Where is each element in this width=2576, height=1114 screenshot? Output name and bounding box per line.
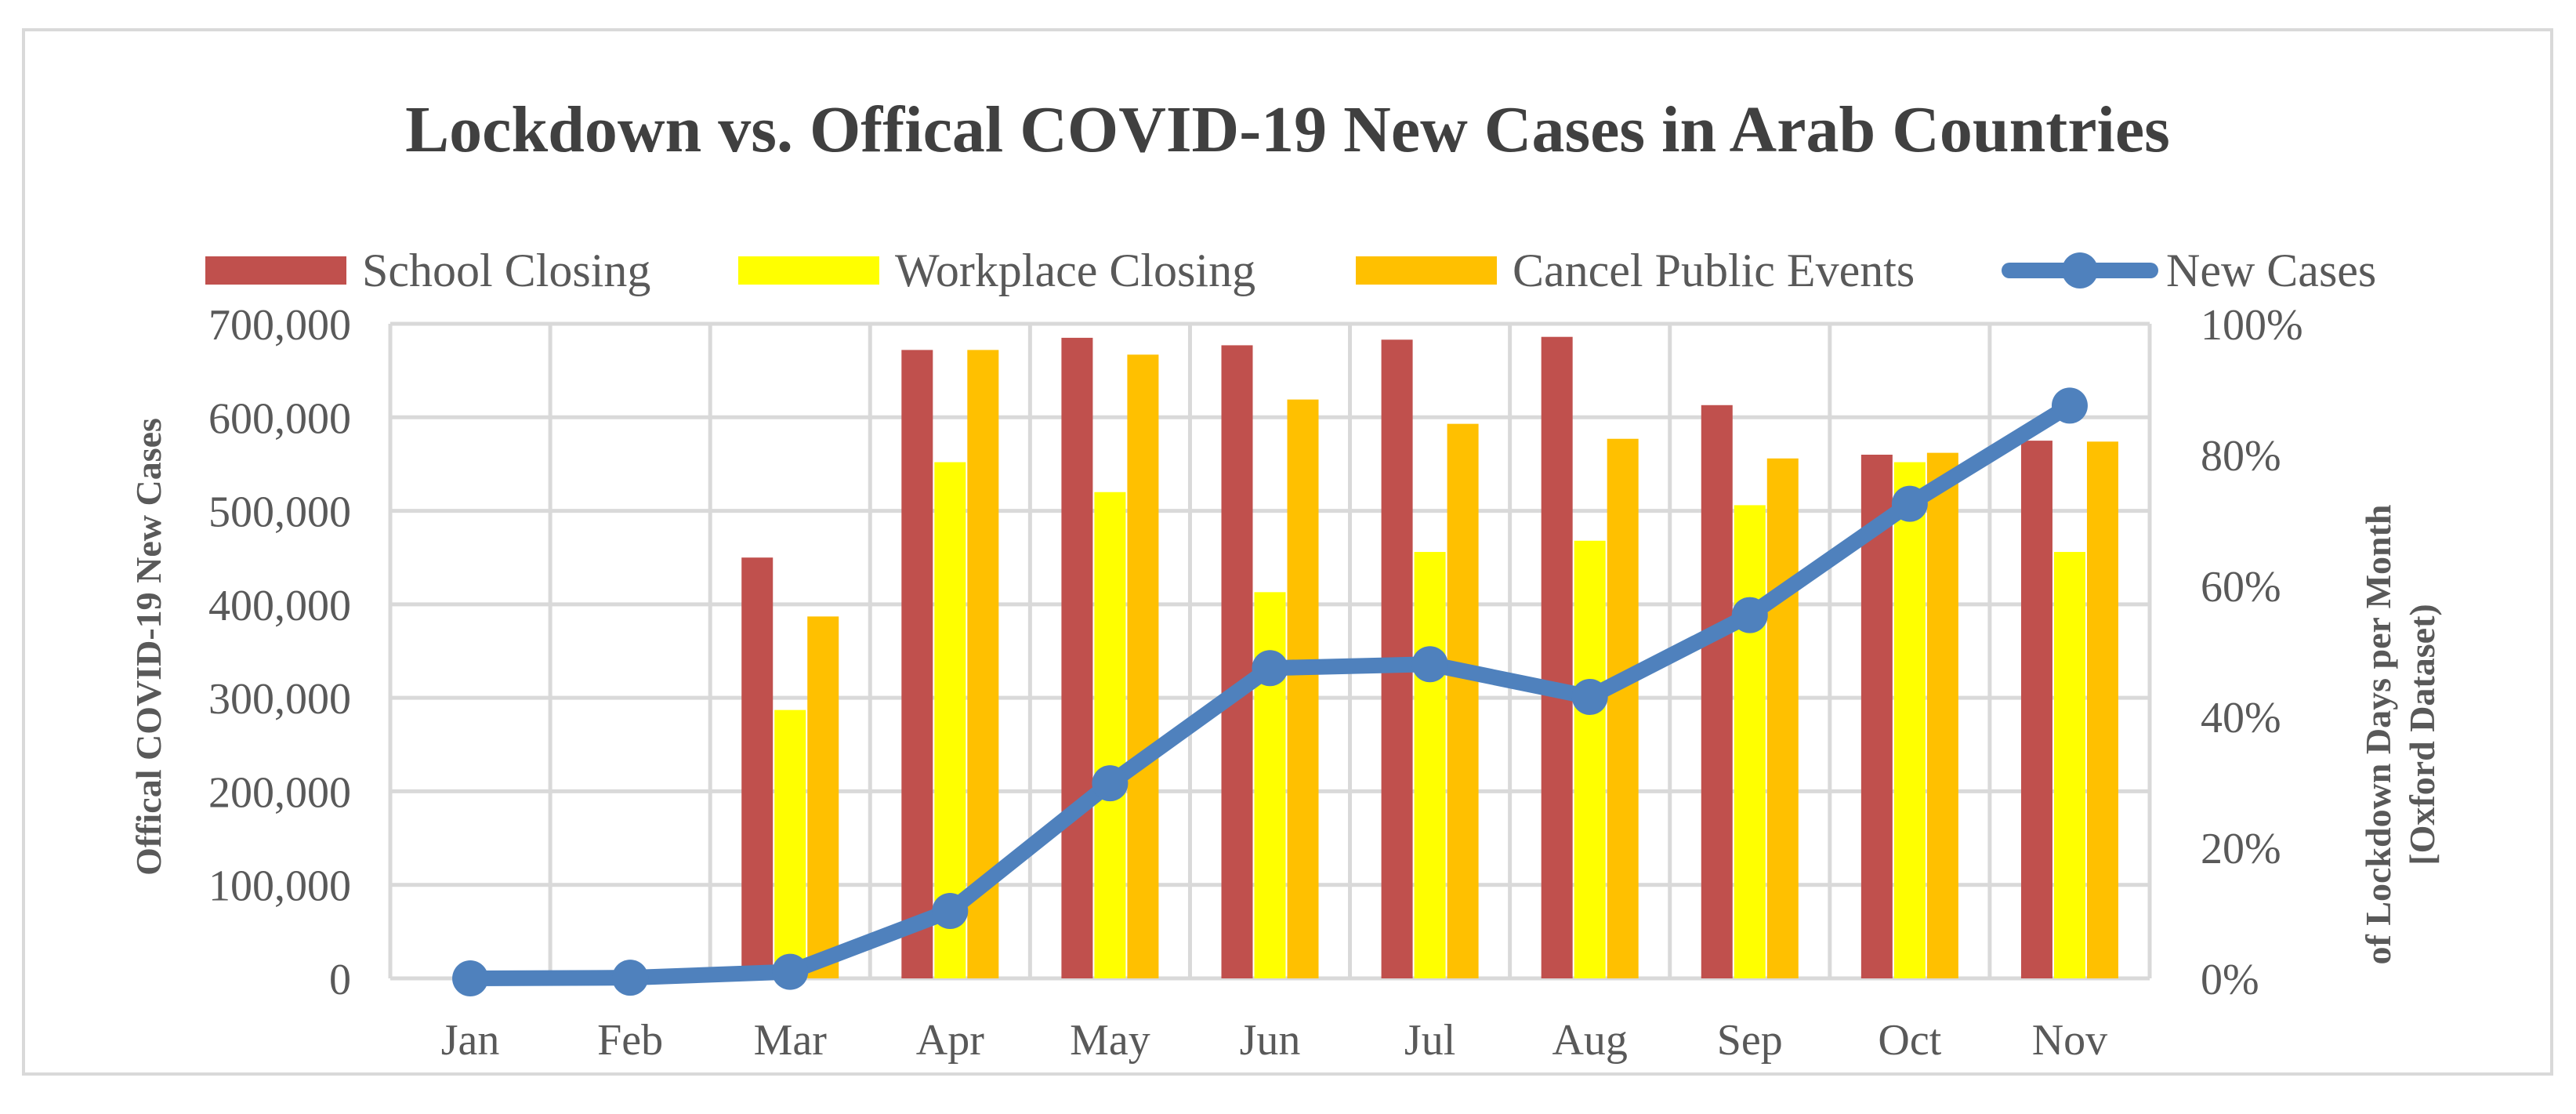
bar-school-closing — [1541, 336, 1573, 978]
bar-workplace-closing — [1094, 492, 1126, 978]
bar-workplace-closing — [1574, 540, 1606, 978]
x-tick-label: Jul — [1404, 1016, 1455, 1065]
y-right-tick-label: 100% — [2201, 301, 2303, 350]
bar-cancel-public-events — [1287, 399, 1319, 978]
bar-workplace-closing — [1414, 552, 1446, 978]
y-right-tick-label: 0% — [2201, 956, 2259, 1004]
legend: School Closing Workplace Closing Cancel Pu… — [205, 245, 2376, 296]
new-cases-point — [1731, 597, 1768, 633]
y-tick-label: 200,000 — [208, 768, 351, 817]
legend-label: School Closing — [362, 245, 650, 296]
gridlines — [388, 321, 2152, 981]
bar-workplace-closing — [2053, 552, 2085, 978]
x-tick-label: Jun — [1240, 1016, 1301, 1065]
bar-cancel-public-events — [1926, 452, 1958, 978]
legend-swatch — [738, 256, 879, 285]
bar-school-closing — [1061, 337, 1093, 979]
bar-cancel-public-events — [2086, 441, 2118, 978]
legend-label: Workplace Closing — [895, 245, 1255, 296]
x-tick-label: Feb — [597, 1016, 663, 1065]
x-tick-label: Aug — [1552, 1016, 1627, 1065]
x-tick-label: Nov — [2032, 1016, 2107, 1065]
bar-school-closing — [2020, 441, 2052, 978]
x-tick-label: Sep — [1717, 1016, 1783, 1065]
new-cases-point — [1891, 485, 1928, 522]
bar-school-closing — [1701, 405, 1733, 978]
bar-school-closing — [1221, 345, 1253, 979]
x-tick-label: Mar — [754, 1016, 828, 1065]
y-axis-left-title: Offical COVID-19 New Cases — [129, 418, 168, 876]
new-cases-line — [452, 387, 2088, 996]
new-cases-point — [772, 953, 809, 990]
bar-workplace-closing — [934, 462, 966, 978]
x-tick-label: May — [1070, 1016, 1150, 1065]
x-tick-label: Apr — [916, 1016, 984, 1065]
new-cases-point — [1252, 650, 1288, 687]
y-tick-label: 700,000 — [208, 301, 351, 350]
new-cases-point — [1571, 678, 1608, 715]
bar-cancel-public-events — [1766, 458, 1799, 978]
tick-labels: 0 100,000 200,000 300,000 400,000 500,000 600,… — [208, 301, 2303, 1065]
bar-school-closing — [901, 350, 933, 978]
bar-workplace-closing — [1734, 505, 1766, 978]
new-cases-point — [452, 960, 489, 996]
chart-title: Lockdown vs. Offical COVID-19 New Cases … — [405, 93, 2170, 166]
legend-label: Cancel Public Events — [1513, 245, 1915, 296]
bar-school-closing — [741, 557, 774, 978]
bar-cancel-public-events — [1127, 354, 1159, 979]
bar-cancel-public-events — [807, 616, 839, 978]
new-cases-point — [612, 960, 649, 996]
bar-workplace-closing — [1893, 462, 1926, 978]
y-axis-right-title: of Lockdown Days per Month [Oxford Datase… — [2358, 505, 2442, 965]
y-right-tick-label: 80% — [2201, 432, 2281, 481]
bar-cancel-public-events — [1607, 438, 1639, 978]
y-tick-label: 100,000 — [208, 862, 351, 911]
x-tick-label: Oct — [1878, 1016, 1941, 1065]
new-cases-point — [932, 892, 969, 929]
y-tick-label: 300,000 — [208, 675, 351, 724]
legend-marker — [2062, 252, 2098, 288]
y-right-tick-label: 60% — [2201, 563, 2281, 611]
legend-label: New Cases — [2166, 245, 2376, 296]
y-tick-label: 0 — [329, 956, 351, 1004]
bar-cancel-public-events — [1447, 423, 1479, 978]
x-tick-label: Jan — [441, 1016, 500, 1065]
y-tick-label: 400,000 — [208, 582, 351, 630]
new-cases-point — [1411, 646, 1448, 683]
y-tick-label: 600,000 — [208, 394, 351, 443]
bar-workplace-closing — [774, 709, 806, 978]
legend-swatch — [1356, 256, 1497, 285]
new-cases-point — [1092, 765, 1129, 802]
new-cases-point — [2051, 387, 2088, 424]
y-right-tick-label: 40% — [2201, 694, 2281, 742]
y-tick-label: 500,000 — [208, 488, 351, 537]
legend-swatch — [205, 256, 346, 285]
y-right-tick-label: 20% — [2201, 825, 2281, 873]
